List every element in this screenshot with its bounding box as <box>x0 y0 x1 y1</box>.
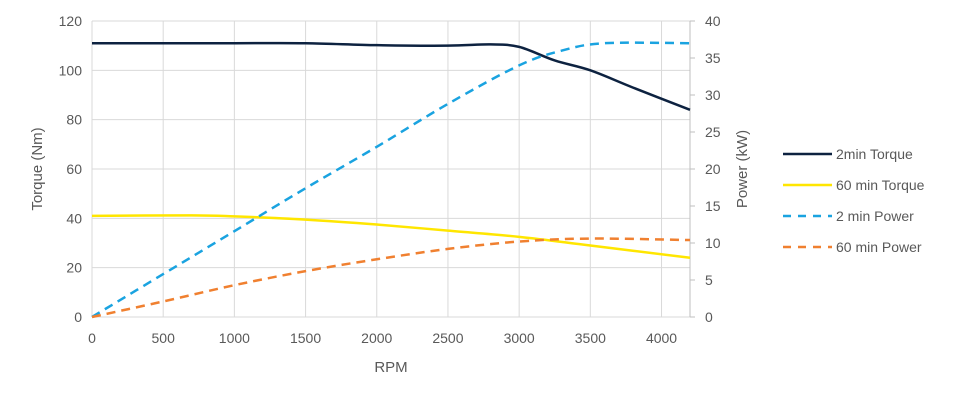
series-lines <box>91 41 691 319</box>
y-tick-label: 0 <box>74 309 82 325</box>
y-tick-label: 80 <box>66 112 82 128</box>
y-tick-label: 20 <box>66 260 82 276</box>
grid <box>91 20 695 318</box>
x-tick-label: 1500 <box>290 330 321 346</box>
x-tick-label: 3000 <box>504 330 535 346</box>
legend-label: 60 min Torque <box>836 177 925 193</box>
y2-tick-label: 30 <box>705 87 721 103</box>
x-tick-label: 4000 <box>646 330 677 346</box>
x-axis-ticks: 0 500 1000 1500 2000 2500 3000 3500 4000 <box>88 330 677 346</box>
y2-axis-label: Power (kW) <box>734 130 751 208</box>
x-tick-label: 2500 <box>432 330 463 346</box>
y-axis-ticks: 0 20 40 60 80 100 120 <box>59 13 83 325</box>
y2-tick-label: 0 <box>705 309 713 325</box>
series-line-1 <box>91 214 691 260</box>
y2-axis-ticks: 0 5 10 15 20 25 30 35 40 <box>705 13 721 325</box>
x-tick-label: 2000 <box>361 330 392 346</box>
y-axis-label: Torque (Nm) <box>29 127 46 210</box>
x-axis-label: RPM <box>374 359 407 376</box>
y2-tick-label: 10 <box>705 235 721 251</box>
y-tick-label: 60 <box>66 161 82 177</box>
x-tick-label: 500 <box>152 330 176 346</box>
legend-label: 2 min Power <box>836 208 914 224</box>
y2-tick-label: 25 <box>705 124 721 140</box>
series-line-0 <box>91 41 691 111</box>
y2-tick-label: 5 <box>705 272 713 288</box>
legend-label: 60 min Power <box>836 239 922 255</box>
series-line-3 <box>91 237 691 319</box>
x-tick-label: 0 <box>88 330 96 346</box>
y-tick-label: 100 <box>59 62 83 78</box>
x-tick-label: 1000 <box>219 330 250 346</box>
y2-tick-label: 15 <box>705 198 721 214</box>
y2-tick-label: 20 <box>705 161 721 177</box>
legend: 2min Torque 60 min Torque 2 min Power 60 mi… <box>783 146 925 255</box>
series-line-2 <box>91 41 691 319</box>
legend-label: 2min Torque <box>836 146 913 162</box>
y2-tick-label: 40 <box>705 13 721 29</box>
y2-tick-label: 35 <box>705 50 721 66</box>
y-tick-label: 120 <box>59 13 83 29</box>
y-tick-label: 40 <box>66 210 82 226</box>
x-tick-label: 3500 <box>575 330 606 346</box>
